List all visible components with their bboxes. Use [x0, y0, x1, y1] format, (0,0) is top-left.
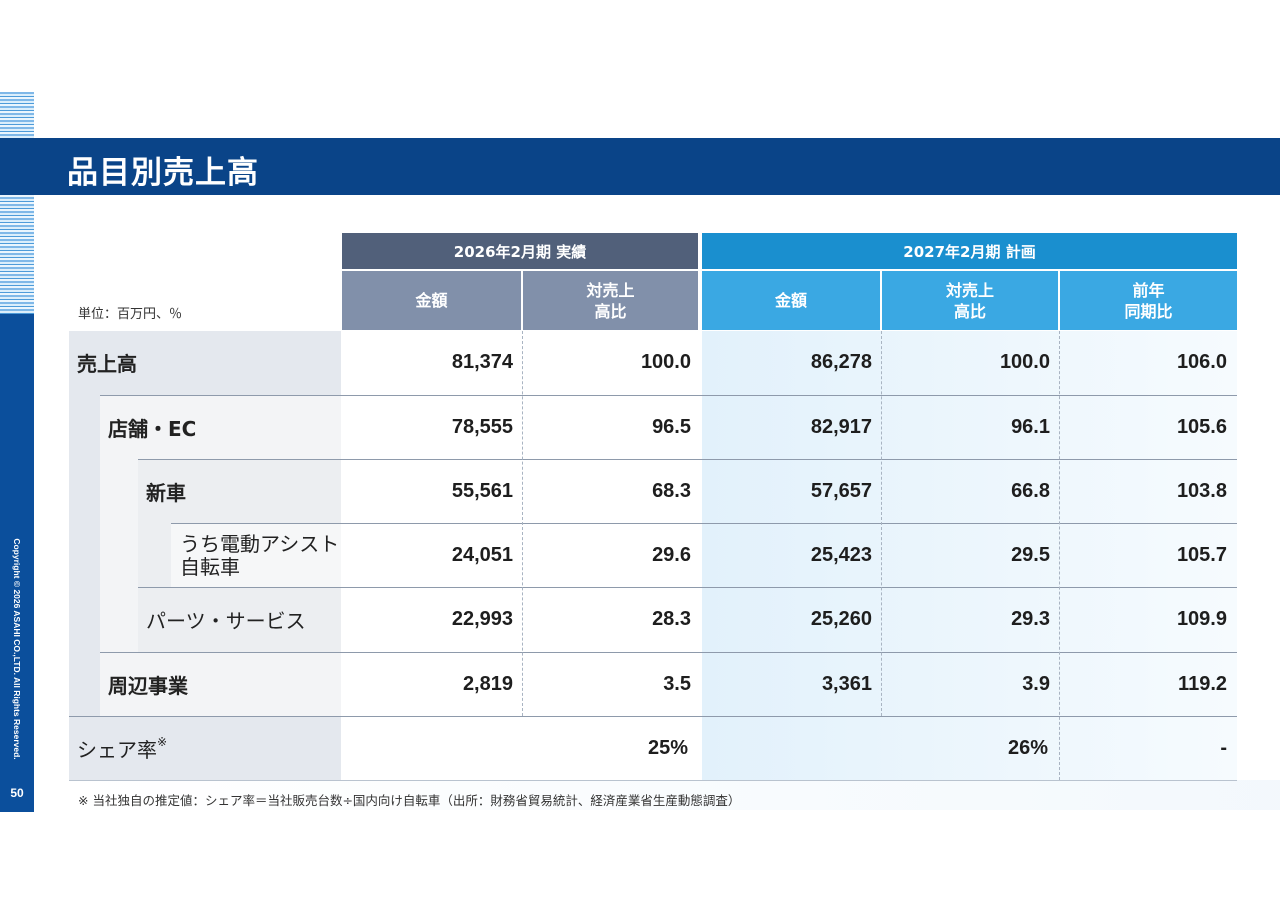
cell-ratio-2027: 29.5	[1011, 544, 1050, 566]
cell-ratio-2026: 3.5	[663, 673, 691, 695]
cell-yoy: 103.8	[1176, 480, 1227, 502]
footnote: ※ 当社独自の推定値：シェア率＝当社販売台数÷国内向け自転車（出所：財務省貿易統…	[78, 793, 741, 808]
cell-ratio-2027: 3.9	[1022, 673, 1050, 695]
cell-share-yoy: -	[1220, 737, 1227, 759]
cell-amount-2026: 55,561	[451, 480, 513, 502]
cell-yoy: 119.2	[1178, 673, 1227, 695]
unit-label: 単位：百万円、％	[78, 307, 183, 322]
header-group-2026: 2026年2月期 実績	[342, 233, 698, 269]
row-divider	[69, 716, 1237, 717]
header-amount-2027: 金額	[702, 271, 880, 330]
row-label-share: シェア率 ※	[77, 717, 167, 780]
cell-ratio-2027: 100.0	[999, 351, 1050, 373]
cell-amount-2027: 57,657	[810, 480, 872, 502]
page-number: 50	[10, 786, 24, 800]
cell-ratio-2026: 29.6	[652, 544, 691, 566]
cell-share-2026: 25%	[647, 737, 688, 759]
header-ratio-2027: 対売上 高比	[882, 271, 1058, 330]
row-label-peripheral: 周辺事業	[108, 674, 188, 698]
title-band: 品目別売上高	[0, 138, 1280, 195]
row-divider	[138, 459, 1237, 460]
header-group-2027: 2027年2月期 計画	[702, 233, 1237, 269]
share-footnote-mark: ※	[157, 735, 168, 749]
cell-amount-2026: 22,993	[451, 608, 513, 630]
cell-amount-2027: 86,278	[810, 351, 872, 373]
decorative-stripe	[0, 92, 34, 314]
col-divider	[1059, 331, 1060, 780]
col-divider	[522, 331, 523, 716]
header-yoy-2027: 前年 同期比	[1060, 271, 1237, 330]
cell-amount-2027: 25,260	[810, 608, 872, 630]
cell-amount-2026: 24,051	[451, 544, 513, 566]
row-label-new-bikes: 新車	[146, 481, 186, 505]
cell-amount-2026: 2,819	[462, 673, 513, 695]
page-title: 品目別売上高	[67, 155, 259, 191]
row-label-sales: 売上高	[77, 352, 137, 376]
cell-ratio-2026: 68.3	[652, 480, 691, 502]
cell-yoy: 109.9	[1176, 608, 1227, 630]
cell-ratio-2026: 28.3	[652, 608, 691, 630]
cell-ratio-2026: 100.0	[640, 351, 691, 373]
cell-amount-2027: 3,361	[821, 673, 872, 695]
indent-level-3	[171, 524, 341, 587]
plan-column-bg	[702, 331, 1237, 780]
header-amount-2026: 金額	[342, 271, 521, 330]
row-divider	[171, 523, 1237, 524]
row-divider	[100, 395, 1237, 396]
cell-yoy: 106.0	[1176, 351, 1227, 373]
share-label-text: シェア率	[77, 738, 157, 762]
cell-yoy: 105.7	[1176, 544, 1227, 566]
row-label-e-assist: うち電動アシスト 自転車	[180, 531, 340, 579]
row-divider	[100, 652, 1237, 653]
row-label-store-ec: 店舗・EC	[108, 417, 197, 441]
cell-share-2027: 26%	[1007, 737, 1048, 759]
row-label-parts-service: パーツ・サービス	[146, 609, 306, 633]
cell-yoy: 105.6	[1176, 416, 1227, 438]
cell-amount-2026: 81,374	[451, 351, 513, 373]
cell-ratio-2027: 96.1	[1011, 416, 1050, 438]
cell-ratio-2026: 96.5	[652, 416, 691, 438]
cell-amount-2026: 78,555	[451, 416, 513, 438]
cell-ratio-2027: 29.3	[1011, 608, 1050, 630]
header-ratio-2026: 対売上 高比	[523, 271, 698, 330]
cell-amount-2027: 82,917	[810, 416, 872, 438]
col-divider	[881, 331, 882, 716]
row-divider	[138, 587, 1237, 588]
side-bar	[0, 314, 34, 812]
footer-fade	[60, 780, 1280, 810]
copyright-text: Copyright © 2026 ASAHI CO.,LTD. All Righ…	[12, 538, 22, 760]
row-divider	[69, 780, 1237, 781]
cell-ratio-2027: 66.8	[1011, 480, 1050, 502]
actual-column-bg	[342, 331, 700, 780]
cell-amount-2027: 25,423	[810, 544, 872, 566]
